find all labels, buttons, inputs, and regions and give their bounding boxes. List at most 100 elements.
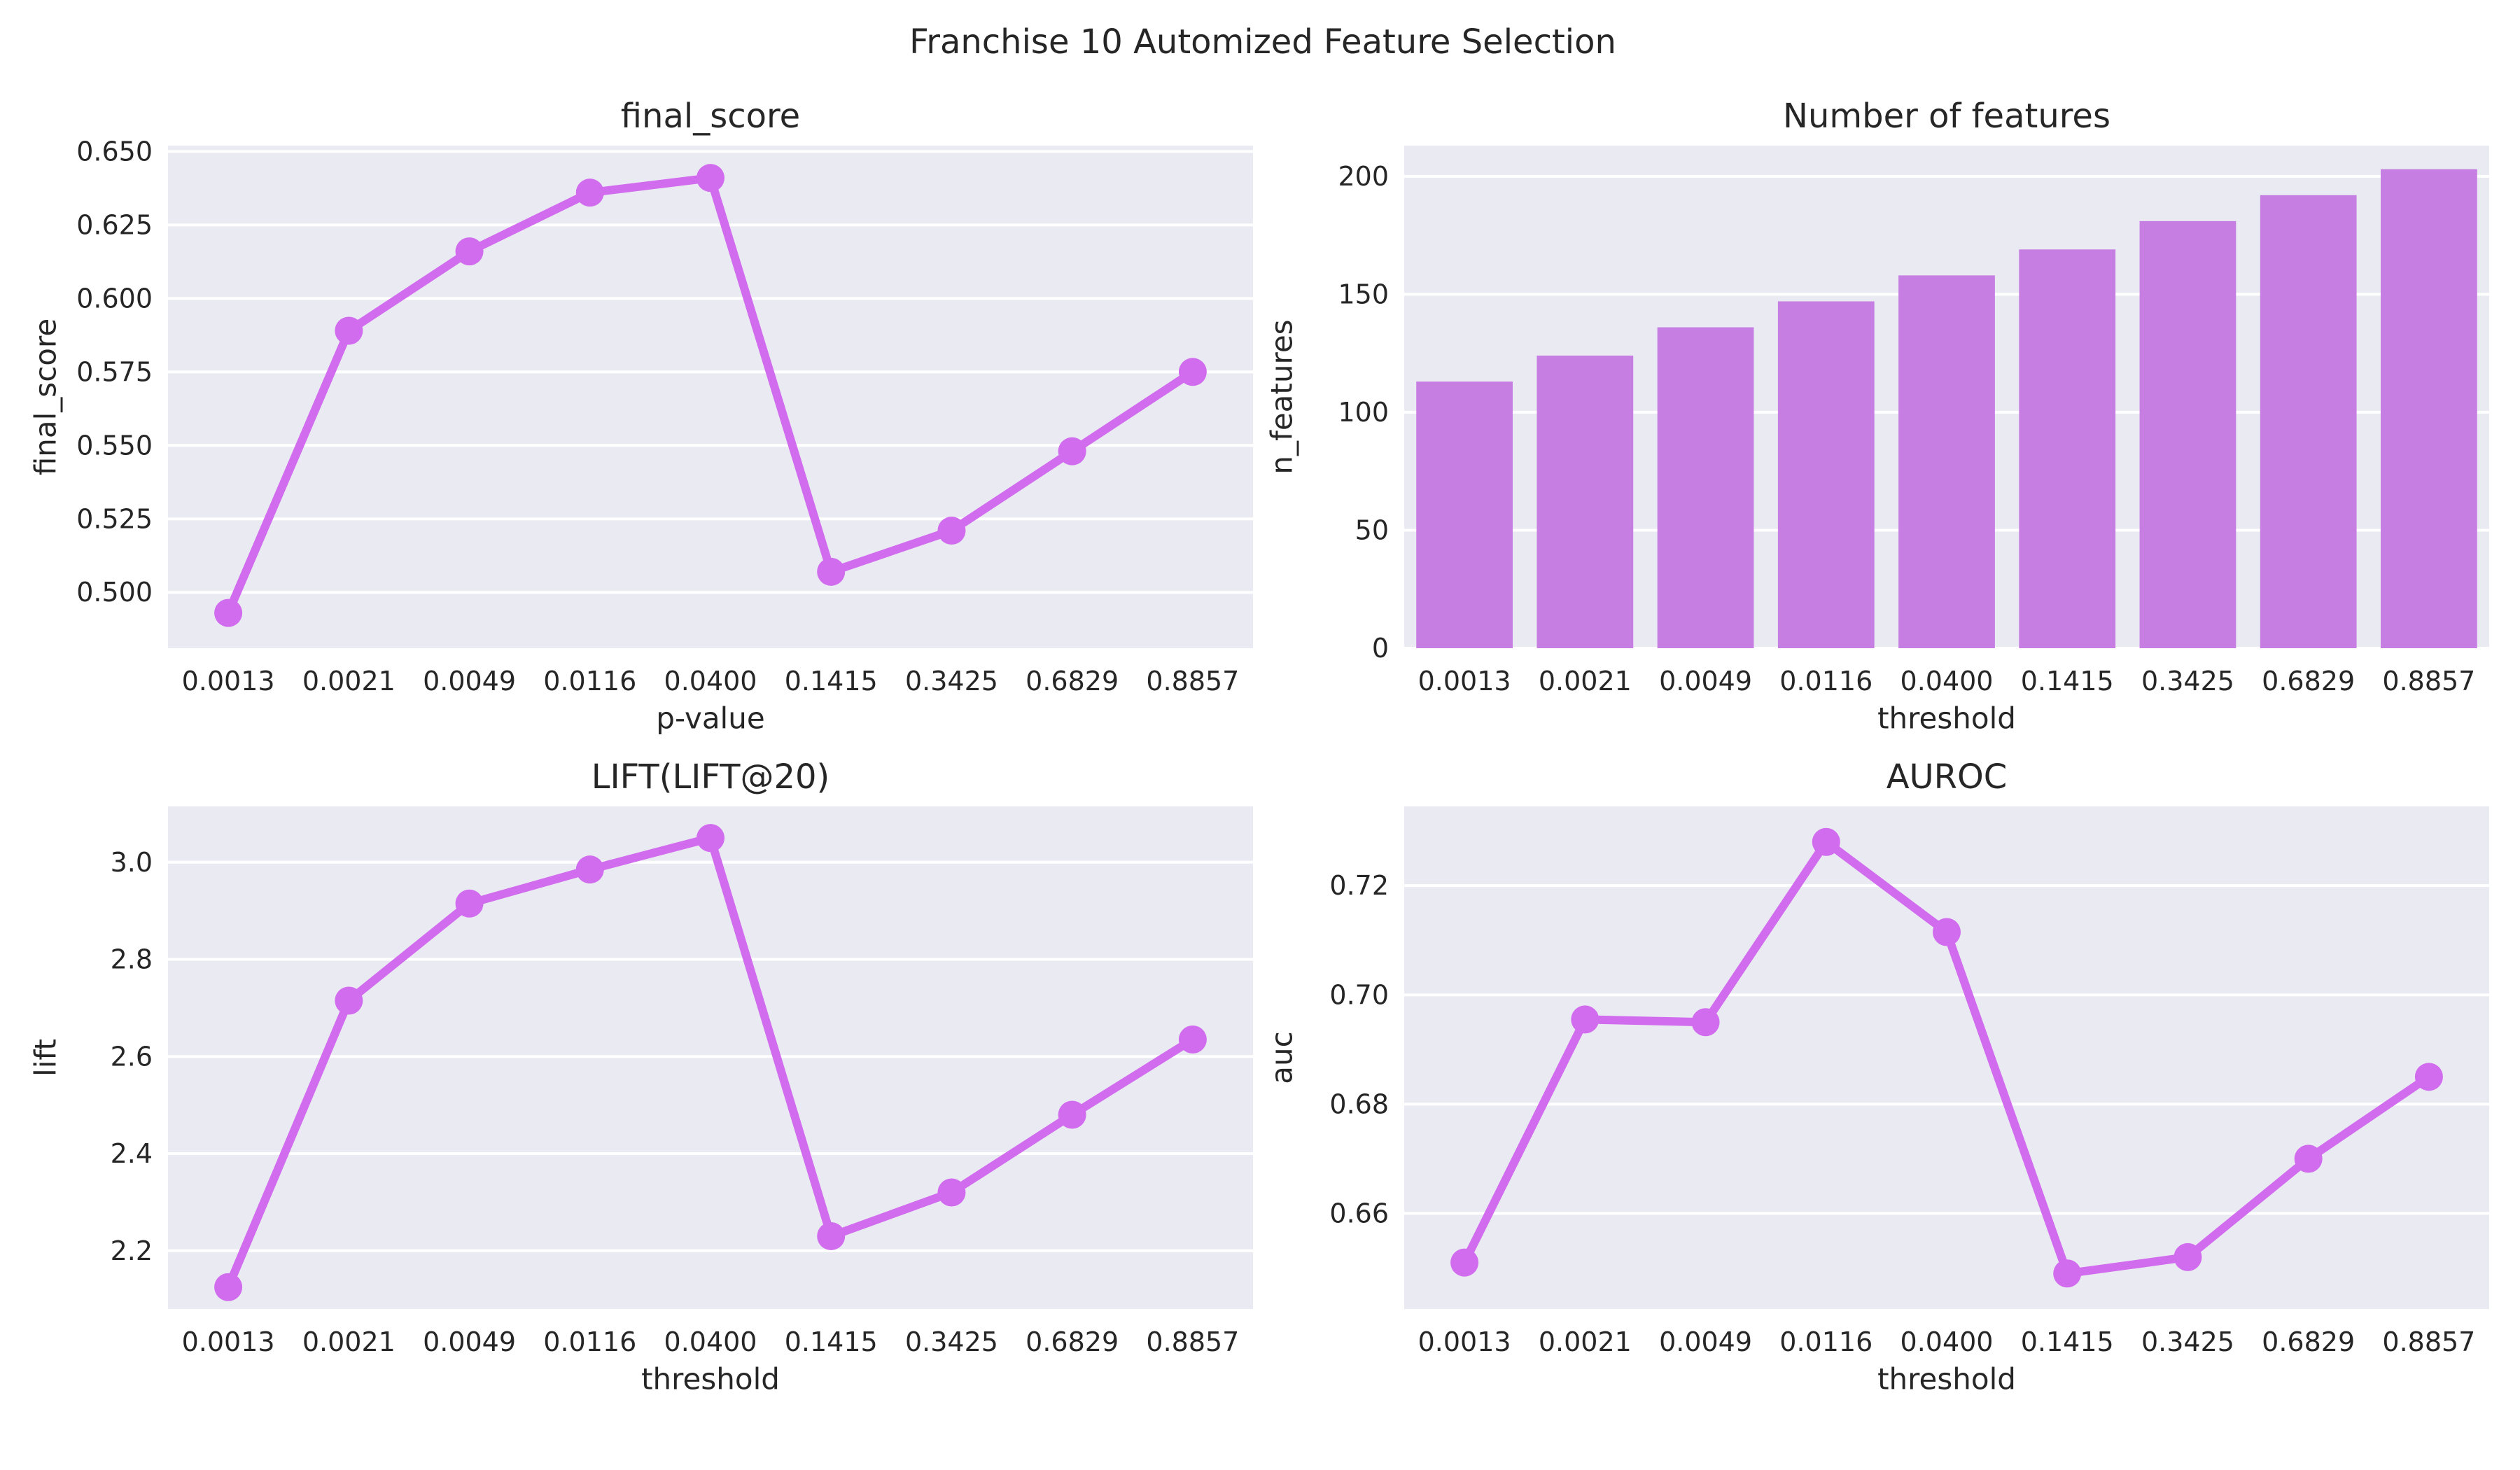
data-point [696, 824, 724, 853]
y-tick-label: 50 [1355, 514, 1389, 545]
data-point [575, 855, 604, 884]
data-point [696, 164, 724, 192]
x-tick-label: 0.8857 [1146, 1326, 1239, 1357]
data-point [937, 1178, 966, 1207]
x-tick-label: 0.0021 [1539, 1326, 1632, 1357]
chart-title: LIFT(LIFT@20) [592, 757, 830, 797]
bar [1777, 301, 1875, 648]
data-point [1691, 1008, 1720, 1037]
bar [1536, 356, 1634, 648]
y-tick-label: 150 [1338, 279, 1389, 309]
x-tick-label: 0.0116 [543, 1326, 636, 1357]
y-tick-label: 200 [1338, 161, 1389, 192]
data-point [214, 1273, 243, 1301]
data-point [455, 889, 484, 918]
x-tick-label: 0.3425 [2141, 1326, 2234, 1357]
data-point [1450, 1248, 1479, 1277]
data-point [335, 316, 363, 345]
data-point [1812, 827, 1840, 856]
y-tick-label: 0.575 [76, 356, 153, 387]
chart-title: AUROC [1886, 757, 2008, 797]
data-point [2174, 1242, 2202, 1271]
data-point [214, 598, 243, 627]
figure-title: Franchise 10 Automized Feature Selection [909, 22, 1616, 62]
x-tick-label: 0.0400 [1900, 666, 1994, 696]
chart-final-score: 0.500 0.525 0.550 0.575 0.600 0.625 0.650 0.001… [29, 97, 1253, 736]
data-point [1058, 1100, 1086, 1129]
bar [2139, 220, 2236, 648]
data-point [2414, 1063, 2443, 1091]
chart-number-of-features: 0 50 100 150 200 0.0013 0.0021 0.0049 0.0116 0.04… [1265, 97, 2489, 736]
x-tick-label: 0.6829 [1026, 1326, 1119, 1357]
x-tick-label: 0.0049 [1659, 666, 1752, 696]
y-tick-label: 0.72 [1329, 870, 1389, 901]
x-tick-label: 0.8857 [2382, 666, 2475, 696]
data-point [1571, 1005, 1600, 1034]
y-tick-label: 0.500 [76, 577, 153, 608]
x-tick-label: 0.3425 [2141, 666, 2234, 696]
data-point [1058, 437, 1086, 465]
data-point [575, 178, 604, 207]
y-axis-label: auc [1265, 1031, 1299, 1084]
x-tick-label: 0.6829 [1026, 666, 1119, 696]
x-tick-label: 0.0400 [664, 1326, 757, 1357]
y-axis-label: final_score [29, 318, 63, 475]
y-tick-label: 0 [1372, 633, 1389, 664]
data-point [1933, 918, 1961, 946]
data-point [335, 986, 363, 1015]
x-tick-label: 0.0049 [1659, 1326, 1752, 1357]
chart-auroc: 0.66 0.68 0.70 0.72 0.0013 0.0021 0.0049 0.0116… [1265, 757, 2489, 1396]
x-tick-label: 0.0116 [543, 666, 636, 696]
chart-title: Number of features [1783, 97, 2110, 136]
x-tick-label: 0.3425 [905, 1326, 998, 1357]
x-axis-label: threshold [1877, 701, 2016, 736]
y-tick-label: 0.625 [76, 209, 153, 240]
x-tick-label: 0.1415 [2021, 1326, 2114, 1357]
x-axis-label: threshold [641, 1362, 780, 1396]
x-tick-label: 0.0013 [182, 666, 275, 696]
x-tick-label: 0.8857 [2382, 1326, 2475, 1357]
x-axis-label: p-value [656, 701, 764, 736]
y-axis-label: lift [29, 1039, 63, 1077]
x-tick-label: 0.0021 [1539, 666, 1632, 696]
x-tick-label: 0.0021 [302, 666, 396, 696]
y-tick-label: 0.70 [1329, 979, 1389, 1010]
y-tick-label: 0.525 [76, 503, 153, 534]
x-tick-label: 0.0116 [1779, 1326, 1872, 1357]
x-tick-label: 0.1415 [785, 666, 878, 696]
x-tick-label: 0.0049 [423, 1326, 516, 1357]
x-tick-label: 0.0013 [182, 1326, 275, 1357]
x-tick-label: 0.8857 [1146, 666, 1239, 696]
x-tick-label: 0.0013 [1418, 1326, 1511, 1357]
data-point [2053, 1259, 2082, 1288]
y-tick-label: 0.600 [76, 283, 153, 314]
bar [2019, 249, 2116, 649]
y-tick-label: 0.68 [1329, 1088, 1389, 1119]
y-tick-label: 2.8 [111, 944, 153, 975]
bar [1898, 275, 1995, 648]
x-tick-label: 0.0116 [1779, 666, 1872, 696]
x-tick-label: 0.6829 [2262, 666, 2355, 696]
x-tick-label: 0.3425 [905, 666, 998, 696]
y-tick-label: 2.2 [111, 1236, 153, 1266]
plot-area [1404, 806, 2489, 1309]
x-tick-label: 0.0013 [1418, 666, 1511, 696]
y-tick-label: 2.6 [111, 1041, 153, 1072]
bar [1657, 327, 1754, 648]
x-tick-label: 0.1415 [785, 1326, 878, 1357]
y-tick-label: 2.4 [111, 1138, 153, 1169]
x-tick-label: 0.0400 [664, 666, 757, 696]
data-point [455, 237, 484, 266]
data-point [2294, 1144, 2323, 1173]
x-tick-label: 0.0400 [1900, 1326, 1994, 1357]
x-tick-label: 0.6829 [2262, 1326, 2355, 1357]
bar [2260, 195, 2357, 649]
x-tick-label: 0.1415 [2021, 666, 2114, 696]
chart-lift: 2.2 2.4 2.6 2.8 3.0 0.0013 0.0021 0.0049 0.0116 0… [29, 757, 1253, 1396]
bar [2381, 169, 2477, 648]
y-tick-label: 100 [1338, 397, 1389, 428]
y-axis-label: n_features [1265, 319, 1299, 474]
data-point [817, 1222, 846, 1250]
y-tick-label: 0.650 [76, 136, 153, 167]
